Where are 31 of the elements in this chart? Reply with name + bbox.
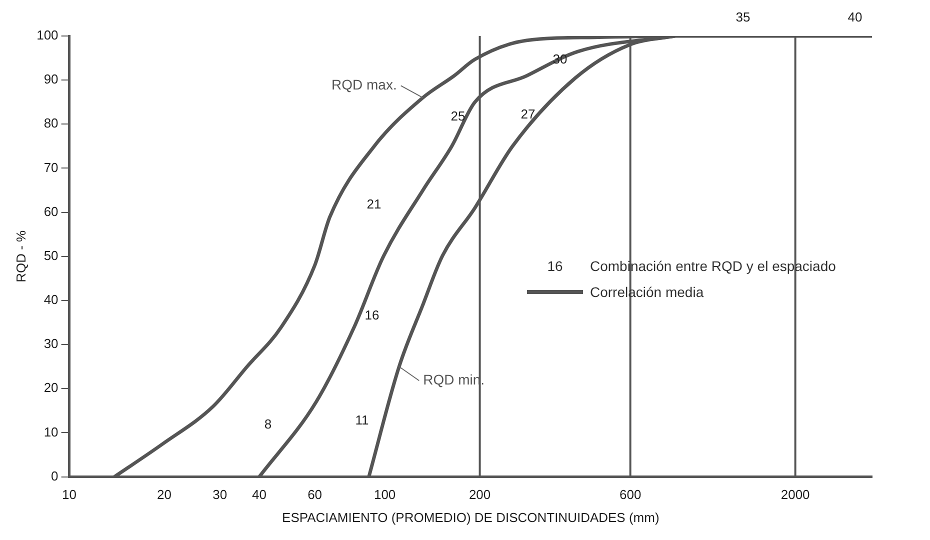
annotation: 16 xyxy=(364,308,380,323)
x-tick-label: 10 xyxy=(62,487,77,502)
series-label: RQD max. xyxy=(332,76,397,93)
x-tick-label: 60 xyxy=(308,487,322,502)
y-tick-label: 100 xyxy=(36,28,58,43)
y-axis-title: RQD - % xyxy=(13,230,28,282)
annotation: 11 xyxy=(355,412,369,428)
y-tick-label: 10 xyxy=(44,424,58,440)
y-tick-label: 40 xyxy=(44,292,58,308)
text: 40 xyxy=(848,10,862,25)
x-tick-label: 20 xyxy=(157,487,172,502)
x-axis-title: ESPACIAMIENTO (PROMEDIO) DE DISCONTINUIDADES (mm) xyxy=(282,510,660,525)
y-tick-label: 60 xyxy=(44,204,58,219)
text: 35 xyxy=(736,10,750,25)
x-tick-label: 600 xyxy=(619,487,642,502)
y-tick-label: 90 xyxy=(44,72,58,87)
y-tick-label: 80 xyxy=(44,116,58,131)
y-tick-label: 0 xyxy=(51,468,58,484)
annotation: 8 xyxy=(264,416,272,432)
y-tick-label: 70 xyxy=(44,160,58,175)
y-tick-label: 30 xyxy=(44,336,58,352)
y-tick-label: 50 xyxy=(44,248,58,263)
x-tick-label: 30 xyxy=(212,487,228,502)
y-tick-label: 20 xyxy=(44,380,58,396)
annotation: 25 xyxy=(450,108,466,124)
annotation: 27 xyxy=(520,106,536,122)
x-tick-label: 2000 xyxy=(780,487,810,502)
x-tick-label: 200 xyxy=(468,487,491,502)
annotation: 21 xyxy=(366,196,382,212)
x-tick-label: 40 xyxy=(252,487,266,502)
x-tick-label: 100 xyxy=(374,487,396,502)
